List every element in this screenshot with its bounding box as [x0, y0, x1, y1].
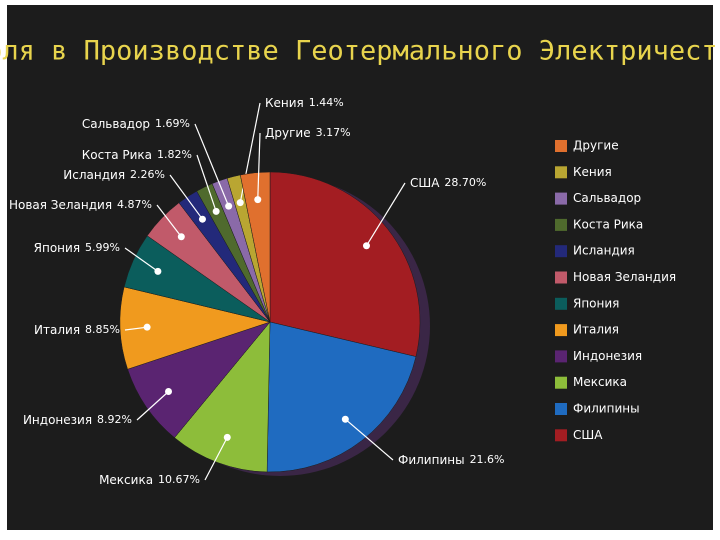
- data-label-name: США: [410, 176, 440, 190]
- data-label-value: 5.99%: [85, 241, 120, 254]
- leader-line: [136, 391, 169, 421]
- legend-label: Италия: [573, 323, 619, 337]
- legend-swatch: [555, 166, 567, 179]
- leader-line: [124, 247, 159, 272]
- leader-dot: [143, 323, 151, 331]
- legend-label: Индонезия: [573, 349, 642, 363]
- data-label: Италия 8.85%: [34, 323, 120, 337]
- legend-swatch: [555, 192, 567, 205]
- data-label-name: Другие: [265, 126, 311, 140]
- legend-label: Другие: [573, 139, 619, 153]
- legend-swatch: [555, 324, 567, 337]
- leader-line: [365, 182, 406, 247]
- legend-swatch: [555, 403, 567, 415]
- data-label: Сальвадор 1.69%: [82, 117, 190, 131]
- leader-dot: [254, 196, 262, 204]
- leader-dot: [225, 202, 233, 210]
- leader-line: [344, 418, 394, 461]
- legend-label: Коста Рика: [573, 217, 643, 231]
- data-label: Кения 1.44%: [265, 96, 344, 110]
- data-label: Индонезия 8.92%: [23, 413, 132, 427]
- data-label: Другие 3.17%: [265, 126, 351, 140]
- legend-swatch: [555, 140, 567, 152]
- data-label-name: Новая Зеландия: [9, 198, 112, 212]
- data-label-name: Мексика: [99, 473, 153, 487]
- data-label-value: 8.85%: [85, 323, 120, 336]
- data-label: Япония 5.99%: [34, 241, 120, 255]
- legend-swatch: [555, 218, 567, 231]
- leader-line: [169, 174, 203, 220]
- data-label-value: 10.67%: [158, 473, 200, 486]
- legend-swatch: [555, 429, 567, 442]
- leader-line: [204, 437, 228, 481]
- data-label-name: Коста Рика: [82, 148, 152, 162]
- legend-swatch: [555, 297, 567, 310]
- legend-label: Мексика: [573, 375, 627, 389]
- data-label-name: Сальвадор: [82, 117, 150, 131]
- legend-label: Кения: [573, 165, 612, 179]
- leader-dot: [212, 207, 220, 215]
- leader-line: [156, 204, 182, 238]
- legend-label: Исландия: [573, 244, 635, 258]
- leader-line: [196, 154, 217, 212]
- data-label-value: 1.69%: [155, 117, 190, 130]
- data-label: Коста Рика 1.82%: [82, 148, 192, 162]
- legend-swatch: [555, 271, 567, 284]
- legend-label: Сальвадор: [573, 191, 641, 205]
- leader-dot: [341, 415, 349, 423]
- pie-slice: [240, 171, 271, 323]
- data-label: Филипины 21.6%: [398, 453, 505, 467]
- legend-swatch: [555, 376, 567, 389]
- data-label: Исландия 2.26%: [63, 168, 165, 182]
- legend-label: Новая Зеландия: [573, 270, 676, 284]
- data-label-name: Исландия: [63, 168, 125, 182]
- legend-swatch: [555, 245, 567, 258]
- data-label-value: 21.6%: [470, 453, 505, 466]
- leader-line: [257, 132, 261, 200]
- pie-slice: [266, 321, 417, 473]
- data-label-value: 2.26%: [130, 168, 165, 181]
- pie-slice: [127, 321, 271, 439]
- data-label-value: 1.82%: [157, 148, 192, 161]
- legend-label: Япония: [573, 296, 619, 310]
- chart-title: Доля в Производстве Геотермального Элект…: [0, 36, 720, 67]
- leader-line: [124, 326, 148, 331]
- data-label-name: Филипины: [398, 453, 465, 467]
- leader-dot: [177, 233, 185, 241]
- legend-label: США: [573, 428, 603, 442]
- leader-line: [194, 123, 230, 207]
- leader-dot: [154, 267, 162, 275]
- data-label-name: Индонезия: [23, 413, 92, 427]
- pie-slice: [269, 171, 421, 357]
- pie-slice: [174, 321, 271, 473]
- data-label-value: 3.17%: [316, 126, 351, 139]
- data-label-name: Япония: [34, 241, 80, 255]
- leader-dot: [236, 199, 244, 207]
- leader-dot: [362, 242, 370, 250]
- data-label: США 28.70%: [410, 176, 486, 190]
- leader-dot: [198, 215, 206, 223]
- data-label: Новая Зеландия 4.87%: [9, 198, 152, 212]
- pie-slice: [119, 286, 271, 370]
- leader-dot: [165, 387, 173, 395]
- legend-label: Филипины: [573, 402, 640, 416]
- data-label-value: 8.92%: [97, 413, 132, 426]
- data-label-value: 4.87%: [117, 198, 152, 211]
- data-label: Мексика 10.67%: [99, 473, 200, 487]
- data-label-value: 1.44%: [309, 96, 344, 109]
- leader-dot: [223, 433, 231, 441]
- legend-swatch: [555, 350, 567, 363]
- data-label-name: Италия: [34, 323, 80, 337]
- data-label-value: 28.70%: [444, 176, 486, 189]
- data-label-name: Кения: [265, 96, 304, 110]
